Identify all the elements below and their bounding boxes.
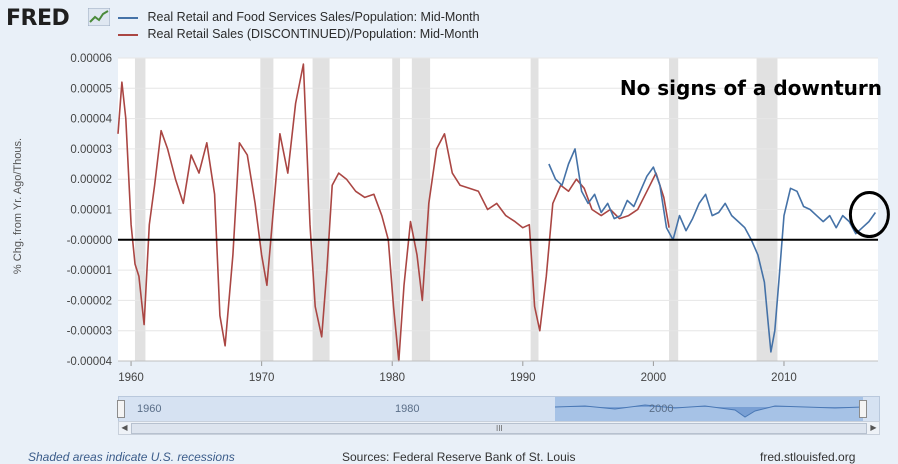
y-tick-label: -0.00004 xyxy=(67,356,113,368)
navigator-handle-right[interactable] xyxy=(859,400,867,418)
scroll-right-arrow[interactable]: ▶ xyxy=(870,423,877,432)
y-tick-label: 0.00004 xyxy=(70,114,112,126)
y-tick-label: 0.00006 xyxy=(70,53,112,65)
navigator-label-1960: 1960 xyxy=(137,403,162,415)
sources-text: Sources: Federal Reserve Bank of St. Lou… xyxy=(342,450,576,464)
site-link[interactable]: fred.stlouisfed.org xyxy=(760,450,856,464)
navigator-sparkline xyxy=(555,404,863,418)
fred-logo[interactable]: FRED xyxy=(6,6,70,31)
legend-label-series-1: Real Retail and Food Services Sales/Popu… xyxy=(147,10,480,24)
highlight-circle xyxy=(848,191,890,239)
y-tick-label: 0.00003 xyxy=(70,144,112,156)
legend-swatch-series-1 xyxy=(118,16,138,19)
y-tick-label: -0.00002 xyxy=(67,295,112,307)
y-tick-label: -0.00000 xyxy=(67,235,112,247)
annotation-text: No signs of a downturn xyxy=(619,76,882,100)
navigator-label-1980: 1980 xyxy=(395,403,420,415)
navigator-label-2000: 2000 xyxy=(649,403,674,415)
x-tick-label: 2000 xyxy=(641,372,667,384)
x-tick-label: 1990 xyxy=(510,372,536,384)
legend-entry-series-2[interactable]: Real Retail Sales (DISCONTINUED)/Populat… xyxy=(118,27,479,41)
y-tick-label: -0.00003 xyxy=(67,326,112,338)
scroll-thumb[interactable]: III xyxy=(131,423,867,434)
y-tick-label: 0.00001 xyxy=(70,205,112,217)
x-tick-label: 1980 xyxy=(379,372,405,384)
trend-chart-icon xyxy=(88,8,110,26)
y-tick-label: 0.00002 xyxy=(70,174,112,186)
x-tick-label: 2010 xyxy=(771,372,797,384)
navigator-handle-left[interactable] xyxy=(117,400,125,418)
x-tick-label: 1970 xyxy=(249,372,275,384)
series-line-1 xyxy=(117,63,670,362)
scroll-grip-icon: III xyxy=(496,424,503,433)
y-tick-label: 0.00005 xyxy=(70,83,112,95)
legend-entry-series-1[interactable]: Real Retail and Food Services Sales/Popu… xyxy=(118,10,480,24)
series-line-0 xyxy=(548,148,877,353)
recession-note: Shaded areas indicate U.S. recessions xyxy=(28,450,235,464)
y-tick-label: -0.00001 xyxy=(67,265,112,277)
scroll-left-arrow[interactable]: ◀ xyxy=(121,423,128,432)
range-navigator[interactable]: 1960 1980 2000 xyxy=(117,396,880,422)
navigator-selected-range[interactable] xyxy=(555,397,863,421)
y-axis-label: % Chg. from Yr. Ago/Thous. xyxy=(12,137,24,275)
scrollbar[interactable]: ◀ III ▶ xyxy=(118,421,880,435)
legend-label-series-2: Real Retail Sales (DISCONTINUED)/Populat… xyxy=(147,27,479,41)
legend-swatch-series-2 xyxy=(118,33,138,36)
x-tick-label: 1960 xyxy=(118,372,144,384)
